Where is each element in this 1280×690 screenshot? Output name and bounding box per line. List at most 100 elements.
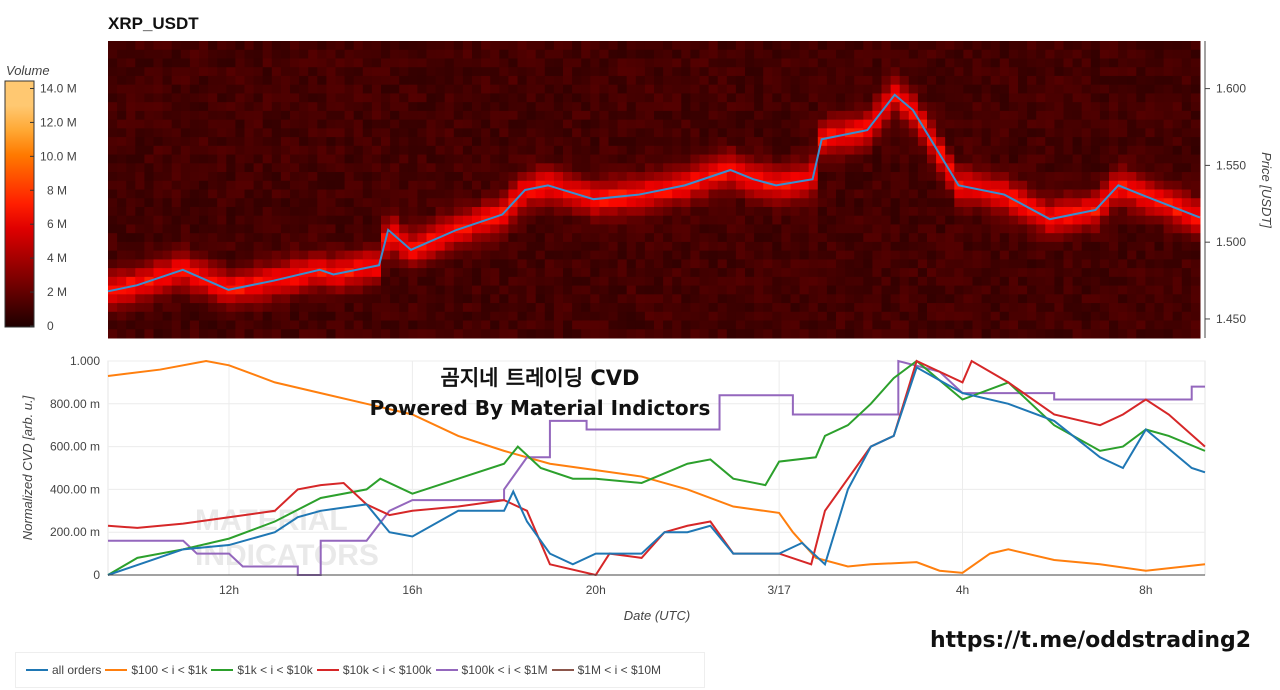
heatmap-cell bbox=[553, 58, 564, 68]
heatmap-cell bbox=[826, 241, 837, 252]
heatmap-cell bbox=[290, 250, 300, 260]
heatmap-cell bbox=[1181, 145, 1192, 156]
heatmap-cell bbox=[654, 276, 664, 287]
heatmap-cell bbox=[162, 41, 173, 51]
heatmap-cell bbox=[1136, 67, 1146, 77]
heatmap-cell bbox=[872, 198, 882, 208]
heatmap-cell bbox=[881, 329, 892, 339]
heatmap-cell bbox=[644, 102, 655, 112]
heatmap-cell bbox=[1136, 163, 1146, 173]
heatmap-cell bbox=[781, 303, 791, 313]
heatmap-cell bbox=[1099, 198, 1110, 208]
legend-item[interactable]: $100 < i < $1k bbox=[105, 663, 207, 677]
heatmap-cell bbox=[326, 119, 336, 129]
heatmap-cell bbox=[335, 329, 346, 339]
heatmap-cell bbox=[335, 128, 346, 138]
heatmap-cell bbox=[1063, 102, 1074, 112]
heatmap-cell bbox=[708, 285, 719, 295]
legend-item[interactable]: $100k < i < $1M bbox=[435, 663, 548, 677]
heatmap-cell bbox=[1045, 311, 1055, 322]
heatmap-cell bbox=[1072, 303, 1083, 313]
heatmap-cell bbox=[954, 285, 964, 295]
heatmap-cell bbox=[890, 250, 901, 260]
heatmap-cell bbox=[371, 224, 382, 234]
heatmap-cell bbox=[1127, 294, 1137, 304]
heatmap-cell bbox=[1027, 268, 1037, 278]
heatmap-cell bbox=[772, 137, 782, 147]
heatmap-cell bbox=[517, 285, 528, 295]
heatmap-cell bbox=[308, 224, 318, 234]
legend-item[interactable]: $1M < i < $10M bbox=[551, 663, 661, 677]
heatmap-cell bbox=[699, 215, 710, 225]
heatmap-cell bbox=[1181, 75, 1192, 86]
heatmap-cell bbox=[635, 180, 646, 190]
heatmap-cell bbox=[353, 137, 364, 147]
heatmap-cell bbox=[599, 294, 609, 304]
legend-item[interactable]: $10k < i < $100k bbox=[316, 663, 432, 677]
heatmap-cell bbox=[654, 303, 664, 313]
telegram-link[interactable]: https://t.me/oddstrading2 bbox=[930, 628, 1252, 653]
heatmap-cell bbox=[180, 198, 191, 208]
heatmap-cell bbox=[499, 49, 509, 59]
heatmap-cell bbox=[199, 206, 209, 217]
heatmap-cell bbox=[462, 259, 473, 269]
heatmap-cell bbox=[381, 110, 391, 121]
heatmap-cell bbox=[462, 128, 473, 138]
heatmap-cell bbox=[790, 119, 801, 129]
heatmap-cell bbox=[845, 84, 855, 94]
heatmap-cell bbox=[208, 259, 218, 269]
legend-item[interactable]: all orders bbox=[26, 663, 101, 677]
heatmap-cell bbox=[553, 137, 564, 147]
heatmap-cell bbox=[1136, 198, 1146, 208]
heatmap-cell bbox=[444, 41, 455, 51]
heatmap-cell bbox=[826, 154, 837, 164]
heatmap-cell bbox=[1008, 285, 1019, 295]
heatmap-cell bbox=[644, 163, 655, 173]
heatmap-cell bbox=[617, 137, 628, 147]
heatmap-cell bbox=[490, 233, 500, 243]
heatmap-cell bbox=[699, 128, 710, 138]
heatmap-cell bbox=[426, 259, 437, 269]
heatmap-cell bbox=[945, 128, 955, 138]
heatmap-cell bbox=[444, 137, 455, 147]
heatmap-cell bbox=[1099, 303, 1110, 313]
heatmap-cell bbox=[672, 67, 682, 77]
heatmap-cell bbox=[217, 189, 227, 199]
heatmap-cell bbox=[999, 224, 1010, 234]
heatmap-cell bbox=[617, 49, 628, 59]
heatmap-cell bbox=[936, 224, 946, 234]
heatmap-cell bbox=[499, 137, 509, 147]
heatmap-cell bbox=[490, 189, 500, 199]
heatmap-cell bbox=[1063, 110, 1074, 121]
heatmap-cell bbox=[754, 329, 764, 339]
heatmap-cell bbox=[699, 329, 710, 339]
heatmap-cell bbox=[1181, 285, 1192, 295]
heatmap-cell bbox=[417, 84, 427, 94]
heatmap-cell bbox=[1027, 198, 1037, 208]
heatmap-cell bbox=[162, 206, 173, 217]
heatmap-cell bbox=[199, 241, 209, 252]
heatmap-cell bbox=[908, 154, 919, 164]
legend-item[interactable]: $1k < i < $10k bbox=[211, 663, 313, 677]
heatmap-cell bbox=[1163, 233, 1174, 243]
heatmap-cell bbox=[299, 206, 309, 217]
heatmap-cell bbox=[517, 303, 528, 313]
heatmap-cell bbox=[726, 163, 737, 173]
heatmap-cell bbox=[999, 137, 1010, 147]
heatmap-cell bbox=[963, 250, 973, 260]
heatmap-cell bbox=[799, 224, 810, 234]
heatmap-cell bbox=[963, 41, 973, 51]
heatmap-cell bbox=[690, 67, 700, 77]
heatmap-cell bbox=[235, 128, 245, 138]
heatmap-cell bbox=[126, 311, 136, 322]
heatmap-cell bbox=[508, 233, 518, 243]
heatmap-cell bbox=[435, 67, 446, 77]
heatmap-cell bbox=[526, 128, 537, 138]
heatmap-cell bbox=[1172, 180, 1183, 190]
heatmap-cell bbox=[681, 67, 691, 77]
heatmap-cell bbox=[763, 172, 773, 182]
heatmap-cell bbox=[735, 137, 746, 147]
heatmap-cell bbox=[672, 119, 682, 129]
heatmap-cell bbox=[444, 198, 455, 208]
heatmap-cell bbox=[381, 67, 391, 77]
